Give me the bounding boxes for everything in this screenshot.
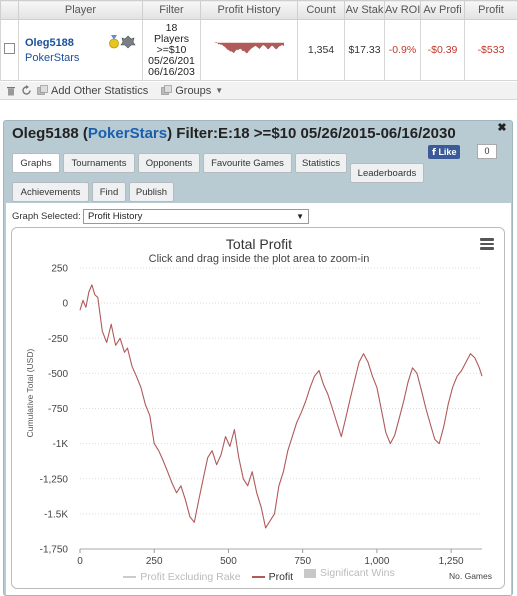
legend-swatch <box>123 576 137 578</box>
count-cell: 1,354 <box>297 19 345 81</box>
chart-subtitle: Click and drag inside the plot area to z… <box>148 253 370 265</box>
y-tick-label: -1,750 <box>40 545 69 556</box>
y-tick-label: -250 <box>48 334 68 345</box>
header-av-profit[interactable]: Av Profi <box>420 0 465 20</box>
y-axis-label: Cumulative Total (USD) <box>25 348 35 438</box>
refresh-icon[interactable] <box>21 85 32 96</box>
tab-publish[interactable]: Publish <box>129 182 174 202</box>
table-toolbar: Add Other Statistics Groups ▼ <box>0 82 517 100</box>
x-tick-label: 500 <box>220 556 237 567</box>
legend-swatch <box>251 576 265 578</box>
x-tick-label: 250 <box>146 556 163 567</box>
tab-opponents[interactable]: Opponents <box>138 153 200 173</box>
legend-item-profit[interactable]: Profit <box>251 570 294 583</box>
y-tick-label: -500 <box>48 369 68 380</box>
y-tick-label: -1,250 <box>40 474 69 485</box>
chevron-down-icon[interactable]: ▼ <box>215 86 224 95</box>
y-tick-label: 250 <box>51 264 68 275</box>
graph-selected-label: Graph Selected: <box>12 211 81 222</box>
results-table: Player Filter Profit History Count Av St… <box>0 0 517 81</box>
legend-label: Profit Excluding Rake <box>140 570 241 583</box>
sparkline-area <box>214 41 284 54</box>
legend-item-excluding-rake[interactable]: Profit Excluding Rake <box>123 570 241 583</box>
chart-title: Total Profit <box>225 236 293 252</box>
player-site-link[interactable]: PokerStars <box>25 51 80 64</box>
header-profit-history[interactable]: Profit History <box>200 0 298 20</box>
facebook-icon: f <box>432 148 436 158</box>
legend-label: Profit <box>268 570 294 583</box>
row-checkbox[interactable] <box>4 43 15 54</box>
header-select <box>0 0 19 20</box>
header-av-roi[interactable]: Av ROI <box>384 0 421 20</box>
tab-statistics[interactable]: Statistics <box>295 153 347 173</box>
dialog-title-filter: Filter:E:18 >=$10 05/26/2015-06/16/2030 <box>176 125 456 142</box>
trash-icon[interactable] <box>5 85 16 96</box>
legend-label: Significant Wins <box>320 567 395 579</box>
graphs-panel: Graph Selected: Profit History ▼ 250 0 -25… <box>6 203 511 595</box>
rank-badge-icon <box>120 35 136 49</box>
graph-select-dropdown[interactable]: Profit History ▼ <box>83 209 309 224</box>
y-tick-label: -750 <box>48 404 68 415</box>
header-filter[interactable]: Filter <box>142 0 201 20</box>
header-player[interactable]: Player <box>18 0 143 20</box>
facebook-like-button[interactable]: f Like <box>428 145 461 159</box>
facebook-like-count: 0 <box>477 144 497 159</box>
add-other-statistics-button[interactable]: Add Other Statistics <box>51 84 149 97</box>
chart-menu-icon[interactable] <box>480 238 494 250</box>
filter-line: Players <box>153 32 189 45</box>
y-tick-label: -1.5K <box>44 509 68 520</box>
tab-leaderboards[interactable]: Leaderboards <box>350 163 424 183</box>
player-name-link[interactable]: Oleg5188 <box>25 36 74 49</box>
header-count[interactable]: Count <box>297 0 345 20</box>
tab-achievements[interactable]: Achievements <box>12 182 89 202</box>
legend-swatch <box>304 568 317 578</box>
av-stake-cell: $17.33 <box>344 19 385 81</box>
graph-select-value: Profit History <box>88 211 143 222</box>
y-tick-label: 0 <box>62 299 68 310</box>
medal-icon <box>109 35 119 49</box>
x-tick-label: 1,250 <box>439 556 464 567</box>
tab-graphs[interactable]: Graphs <box>12 153 60 173</box>
filter-line: 05/26/201 <box>148 54 195 67</box>
x-tick-label: 0 <box>77 556 83 567</box>
player-cell: Oleg5188 PokerStars <box>18 19 143 81</box>
tab-favourite-games[interactable]: Favourite Games <box>203 153 292 173</box>
table-row: Oleg5188 PokerStars 18 Players >=$10 05/… <box>0 19 517 81</box>
legend-item-significant-wins[interactable]: Significant Wins <box>304 567 395 579</box>
dropdown-arrow-icon: ▼ <box>296 212 304 221</box>
filter-line: 18 <box>165 21 178 34</box>
groups-icon[interactable] <box>161 85 173 96</box>
profit-chart-svg[interactable]: 250 0 -250 -500 -750 -1K -1,250 -1.5K -1,750 0 250… <box>12 228 506 590</box>
av-profit-cell: -$0.39 <box>420 19 465 81</box>
filter-line: >=$10 <box>156 43 187 56</box>
row-checkbox-cell <box>0 19 19 81</box>
add-stats-icon[interactable] <box>37 85 48 96</box>
chart-legend: Profit Excluding Rake Profit Significant… <box>12 567 506 583</box>
profit-series-line <box>79 284 483 529</box>
dialog-title-site-link[interactable]: PokerStars <box>87 125 168 142</box>
dialog-title: Oleg5188 (PokerStars) Filter:E:18 >=$10 … <box>12 125 456 142</box>
av-roi-cell: -0.9% <box>384 19 421 81</box>
x-tick-label: 1,000 <box>364 556 389 567</box>
filter-line: 06/16/203 <box>148 65 195 78</box>
dialog-title-player: Oleg5188 <box>12 125 79 142</box>
x-axis-label: No. Games <box>449 571 492 581</box>
x-tick-label: 750 <box>294 556 311 567</box>
groups-button[interactable]: Groups <box>175 84 212 97</box>
header-profit[interactable]: Profit <box>464 0 517 20</box>
close-icon[interactable]: ✖ <box>497 122 507 134</box>
facebook-like-label: Like <box>438 147 457 157</box>
filter-cell: 18 Players >=$10 05/26/201 06/16/203 <box>142 19 201 81</box>
profit-cell: -$533 <box>464 19 517 81</box>
header-av-stake[interactable]: Av Stak <box>344 0 385 20</box>
y-tick-label: -1K <box>52 439 68 450</box>
profit-history-sparkline[interactable] <box>214 38 284 62</box>
player-icons <box>108 35 136 52</box>
player-stats-dialog: Oleg5188 (PokerStars) Filter:E:18 >=$10 … <box>3 120 513 596</box>
profit-history-cell[interactable] <box>200 19 298 81</box>
profit-chart[interactable]: 250 0 -250 -500 -750 -1K -1,250 -1.5K -1,750 0 250… <box>11 227 505 589</box>
results-header-row: Player Filter Profit History Count Av St… <box>0 0 517 20</box>
tab-tournaments[interactable]: Tournaments <box>63 153 135 173</box>
tab-find[interactable]: Find <box>92 182 126 202</box>
